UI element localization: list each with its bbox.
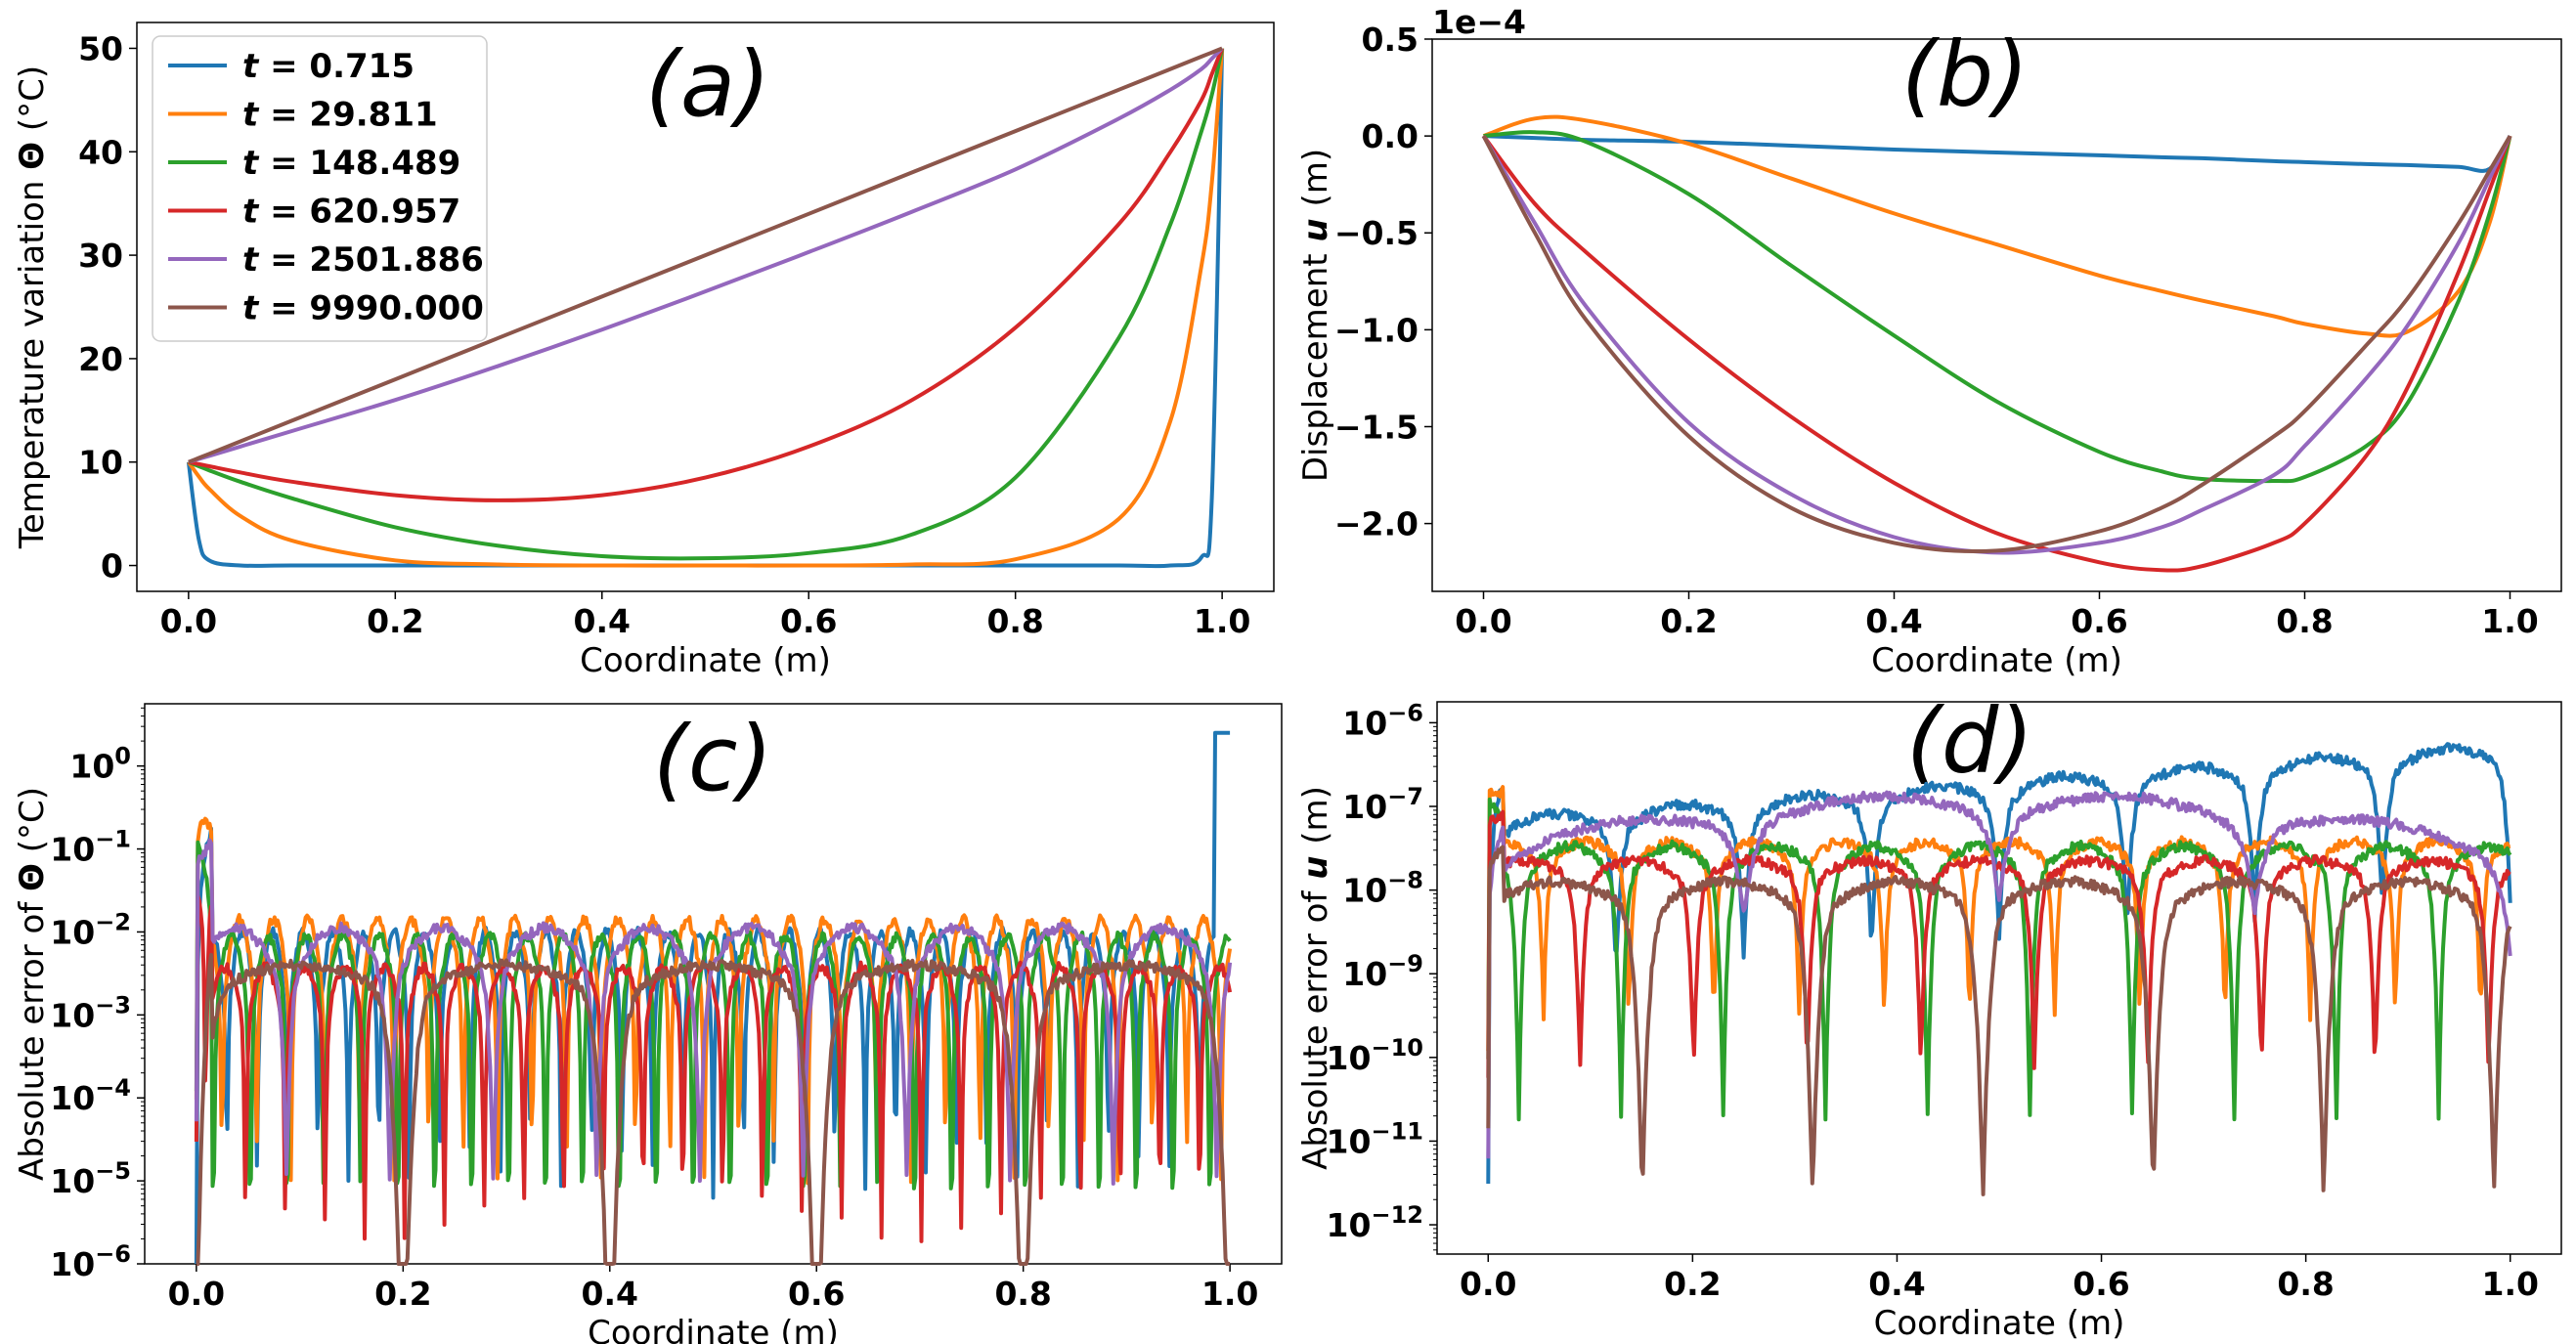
x-axis-label: Coordinate (m) — [1874, 1304, 2125, 1343]
panel-d: 0.0 0.2 0.4 0.6 0.8 1.0 10−6 10−7 10−8 10−9 10−10 1… — [1296, 689, 2562, 1343]
x-tick-label: 0.4 — [1865, 602, 1922, 640]
x-tick-label: 0.6 — [780, 602, 837, 640]
x-tick-label: 0.8 — [2277, 1265, 2334, 1303]
x-tick-label: 0.2 — [1660, 602, 1717, 640]
y-tick-label: 10−6 — [1342, 699, 1423, 742]
series-line-5 — [1481, 135, 2512, 555]
y-tick-label: 10−5 — [50, 1157, 131, 1200]
y-tick-label: −1.0 — [1334, 311, 1419, 349]
x-tick-label: 0.8 — [2276, 602, 2333, 640]
x-tick-label: 1.0 — [1194, 602, 1250, 640]
x-tick-label: 0.2 — [367, 602, 423, 640]
legend-label: t = 148.489 — [242, 144, 460, 183]
y-axis-label: Displacement u (m) — [1296, 149, 1335, 482]
series-line-5 — [1486, 790, 2512, 1159]
y-tick-label: 10−1 — [50, 826, 131, 869]
series-line-4 — [1481, 134, 2512, 573]
y-tick-label: 10−12 — [1327, 1201, 1423, 1244]
x-tick-label: 1.0 — [2481, 1265, 2538, 1303]
series-line-3 — [188, 48, 1225, 561]
x-tick-label: 0.8 — [986, 602, 1043, 640]
y-tick-label: 10−4 — [50, 1074, 131, 1117]
y-tick-label: 10−10 — [1327, 1034, 1423, 1077]
y-tick-label: 0 — [101, 547, 123, 585]
panel-letter: (b) — [1901, 22, 2029, 127]
x-axis-label: Coordinate (m) — [588, 1314, 839, 1344]
series-line-6 — [196, 953, 1231, 1266]
series-line-4 — [188, 47, 1224, 502]
x-tick-label: 0.2 — [1664, 1265, 1721, 1303]
legend-label: t = 2501.886 — [242, 240, 484, 280]
y-tick-label: 10−8 — [1342, 867, 1423, 910]
plot-frame — [144, 703, 1283, 1265]
x-tick-label: 0.8 — [994, 1275, 1051, 1313]
series-line-4 — [194, 893, 1233, 1243]
panel-b: 0.0 0.2 0.4 0.6 0.8 1.0 0.5 0.0 −0.5 −1.0 −1.5 −2.0… — [1296, 3, 2562, 680]
y-tick-label: −0.5 — [1334, 214, 1419, 252]
y-tick-label: 10−2 — [50, 908, 131, 951]
y-tick-label: 10−3 — [50, 991, 131, 1034]
series-line-2 — [194, 816, 1233, 1186]
series-line-1 — [1483, 134, 2512, 173]
x-tick-label: 0.6 — [2071, 602, 2127, 640]
y-tick-label: 10 — [78, 444, 123, 482]
series-line-3 — [1483, 130, 2512, 484]
series-line-6 — [188, 46, 1223, 464]
y-axis-label: Absolute error of u (m) — [1296, 786, 1335, 1170]
x-tick-label: 0.0 — [160, 602, 217, 640]
series-line-3 — [194, 840, 1232, 1191]
series-line-4 — [1486, 809, 2511, 1078]
y-tick-label: 50 — [78, 29, 123, 67]
y-tick-label: 10−6 — [50, 1240, 131, 1283]
legend-label: t = 0.715 — [242, 47, 415, 86]
x-tick-label: 0.4 — [582, 1275, 638, 1313]
series-line-6 — [1486, 845, 2512, 1196]
legend-box — [152, 35, 488, 342]
x-axis-label: Coordinate (m) — [580, 641, 831, 680]
y-tick-label: 100 — [69, 743, 131, 786]
axis-scale-label: 1e−4 — [1432, 3, 1526, 41]
x-tick-label: 0.0 — [1460, 1265, 1516, 1303]
x-tick-label: 0.0 — [1455, 602, 1511, 640]
y-tick-label: 10−7 — [1342, 783, 1423, 826]
y-tick-label: −1.5 — [1334, 408, 1419, 446]
panel-letter: (a) — [645, 32, 770, 137]
series-line-6 — [1481, 135, 2512, 554]
series-line-1 — [1486, 742, 2512, 1185]
x-tick-label: 0.6 — [2073, 1265, 2129, 1303]
x-tick-label: 0.0 — [168, 1275, 225, 1313]
x-tick-label: 1.0 — [1201, 1275, 1258, 1313]
y-tick-label: 20 — [78, 340, 123, 378]
panel-letter: (c) — [653, 707, 772, 811]
x-tick-label: 0.4 — [574, 602, 631, 640]
series-line-5 — [188, 47, 1224, 464]
plot-frame — [136, 22, 1275, 592]
y-tick-label: −2.0 — [1334, 505, 1419, 543]
y-tick-label: 0.5 — [1362, 21, 1419, 59]
y-axis-label: Absolute error of Θ (°C) — [13, 787, 52, 1181]
series-line-2 — [187, 48, 1225, 568]
legend-label: t = 620.957 — [242, 193, 460, 232]
y-tick-label: 40 — [78, 133, 123, 171]
x-tick-label: 0.2 — [374, 1275, 431, 1313]
x-tick-label: 0.4 — [1868, 1265, 1925, 1303]
y-tick-label: 0.0 — [1362, 117, 1419, 155]
panel-c: 0.0 0.2 0.4 0.6 0.8 1.0 100 10−1 10−2 10−3 10−4 10−… — [13, 703, 1283, 1344]
panel-letter: (d) — [1906, 689, 2033, 794]
series-line-3 — [1486, 797, 2512, 1122]
series-line-2 — [1482, 114, 2512, 338]
x-tick-label: 0.6 — [788, 1275, 845, 1313]
x-tick-label: 1.0 — [2481, 602, 2538, 640]
legend-label: t = 29.811 — [242, 96, 438, 135]
panel-a: 0.0 0.2 0.4 0.6 0.8 1.0 0 10 20 30 40 50 Coordinate … — [13, 22, 1275, 680]
legend-label: t = 9990.000 — [242, 289, 484, 328]
plot-frame — [1431, 38, 2562, 592]
y-tick-label: 10−9 — [1342, 950, 1423, 993]
x-axis-label: Coordinate (m) — [1871, 641, 2122, 680]
legend: t = 0.715 t = 29.811 t = 148.489 t = 620.95… — [152, 35, 488, 342]
y-axis-label: Temperature variation Θ (°C) — [13, 65, 52, 549]
y-tick-label: 10−11 — [1327, 1117, 1423, 1160]
y-tick-label: 30 — [78, 237, 123, 275]
